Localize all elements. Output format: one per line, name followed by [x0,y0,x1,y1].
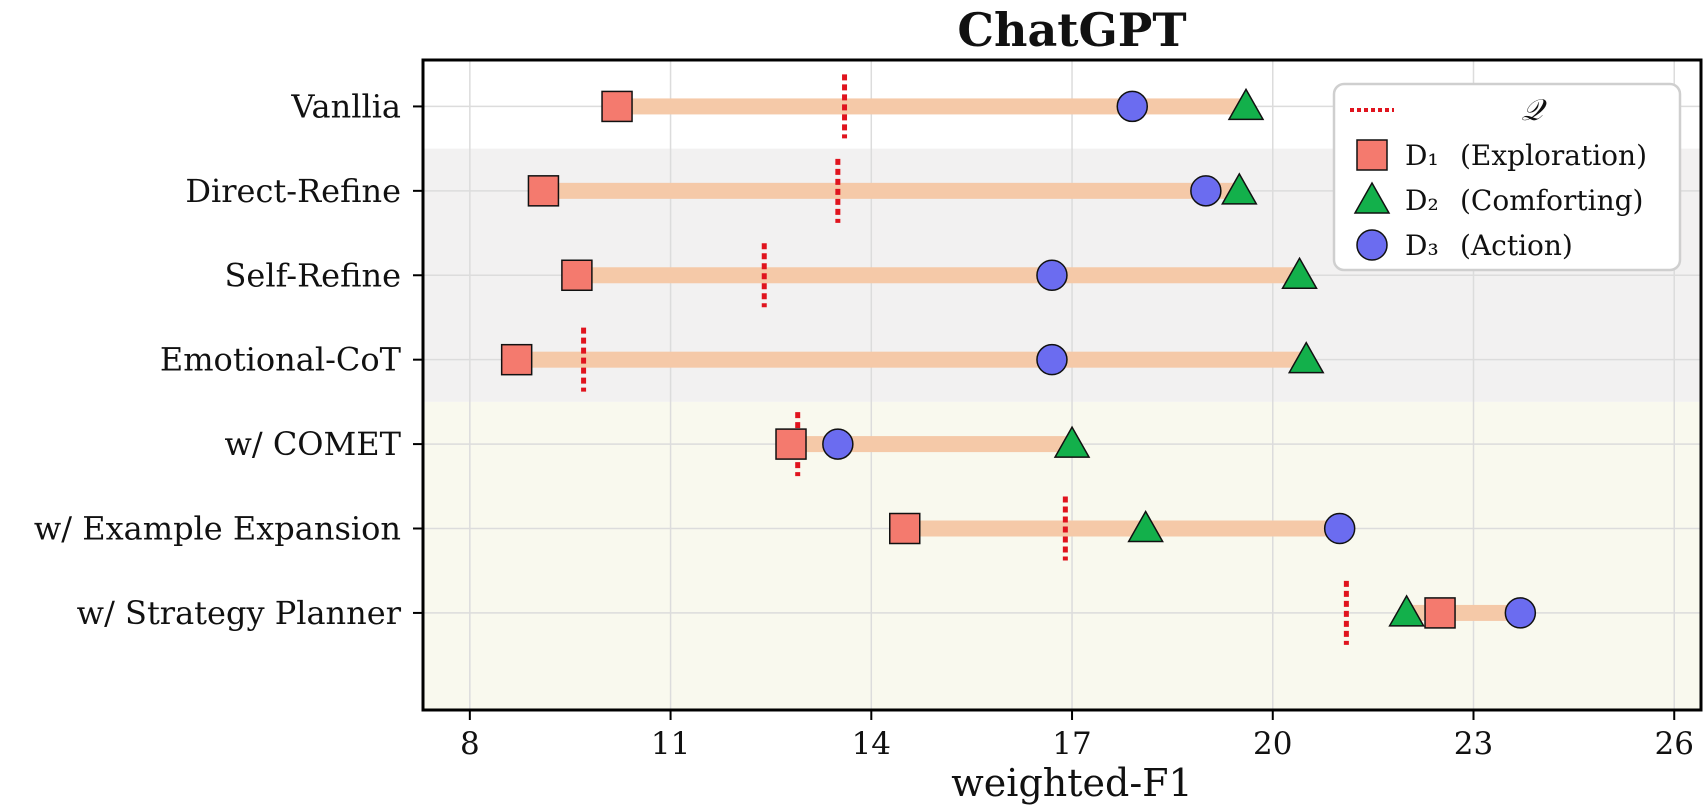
marker-d1-2 [561,259,593,292]
marker-d3-3 [1036,343,1068,376]
chart-title: ChatGPT [957,3,1186,57]
marker-d3-0 [1116,90,1149,123]
y-tick-label-0: Vanllia [290,87,401,125]
marker-d1-0 [601,90,633,123]
legend-d3-desc: (Action) [1460,229,1573,262]
legend-d1-symbol: D₁ [1405,139,1439,172]
x-tick-label-0: 8 [460,726,480,762]
range-bar-0 [617,98,1247,115]
axes: 8 11 14 17 20 23 26 Vanllia Direct-Refine Self-Re… [34,58,1703,762]
x-tick-label-1: 11 [651,726,690,762]
plot-frame [421,58,1703,712]
marker-d1-3 [500,343,533,376]
marker-d3-6 [1504,597,1537,629]
range-bar-5 [904,520,1340,537]
legend-d2-symbol: D₂ [1405,184,1439,217]
marker-d1-1 [527,175,560,207]
q-lines [581,74,1349,645]
y-tick-label-6: w/ Strategy Planner [77,594,402,632]
range-bar-2 [576,267,1300,284]
range-bar-1 [543,182,1240,199]
marker-d2-1 [1221,172,1258,205]
x-tick-label-2: 14 [852,726,891,762]
marker-d3-4 [822,428,854,460]
legend-box [1332,82,1682,272]
marker-d2-2 [1281,256,1318,290]
range-bar-4 [791,436,1073,453]
x-tick-label-6: 26 [1655,726,1694,762]
x-tick-label-3: 17 [1052,726,1091,762]
y-tick-label-4: w/ COMET [224,425,401,463]
legend-d2-desc: (Comforting) [1460,184,1643,217]
marker-d2-5 [1127,509,1164,543]
marker-d3-5 [1323,512,1356,545]
marker-d1-4 [775,428,807,460]
marker-d2-4 [1053,425,1091,458]
marker-d1-6 [1424,597,1456,629]
y-tick-label-3: Emotional-CoT [160,341,402,379]
legend: 𝒬D₁ (Exploration)D₂ (Comforting)D₃ (Action) [1332,82,1682,272]
range-bars [516,98,1521,621]
x-tick-label-5: 23 [1454,726,1493,762]
marker-d1-5 [889,512,921,545]
marker-d3-1 [1190,175,1222,207]
x-tick-label-4: 20 [1253,726,1292,762]
range-bar-6 [1406,604,1521,621]
legend-d1-square-icon [1356,139,1388,171]
y-tick-label-5: w/ Example Expansion [34,510,401,548]
y-tick-label-2: Self-Refine [224,256,401,294]
range-bar-3 [516,351,1307,368]
marker-d2-3 [1287,341,1325,374]
legend-d2-triangle-icon [1353,181,1391,214]
marker-d3-2 [1036,259,1068,292]
legend-d3-circle-icon [1356,229,1388,261]
markers [500,87,1537,629]
x-axis-label: weighted-F1 [951,761,1192,805]
marker-d2-6 [1388,594,1425,627]
y-tick-label-1: Direct-Refine [185,172,401,210]
marker-d2-0 [1227,87,1265,121]
legend-d1-desc: (Exploration) [1460,139,1647,172]
legend-d3-symbol: D₃ [1405,229,1439,262]
